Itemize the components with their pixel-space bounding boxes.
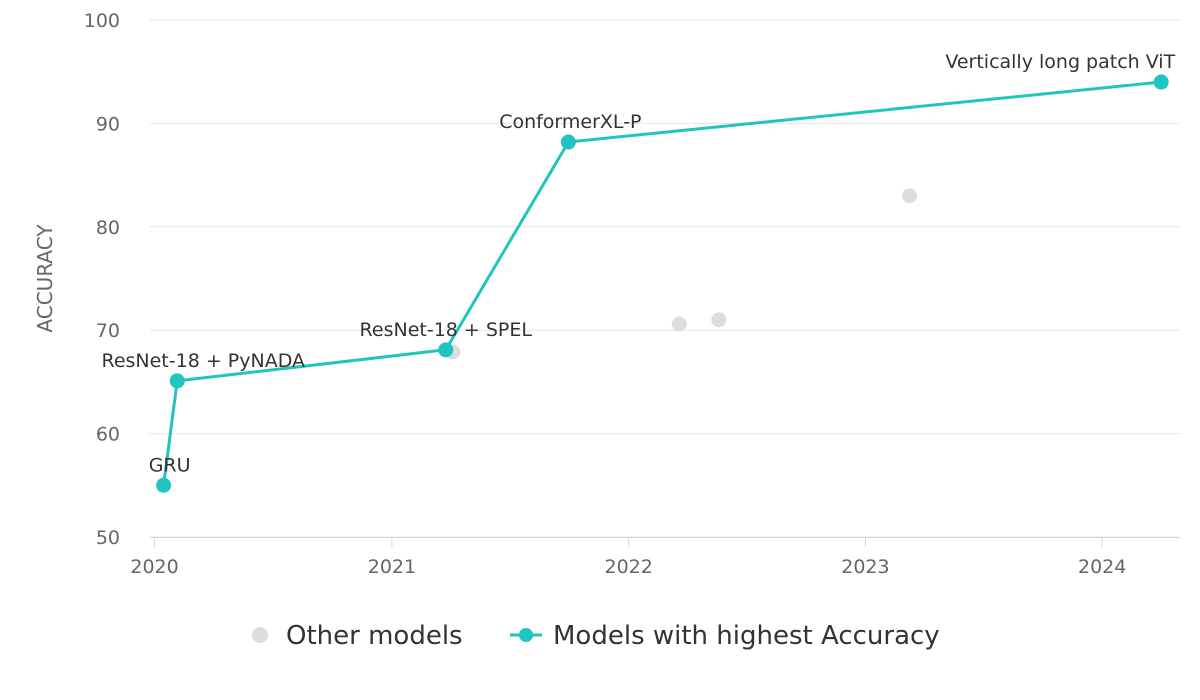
best-models-line [162,80,1162,486]
grid-lines [150,19,1180,538]
point-label: GRU [149,454,191,476]
y-axis: 50 60 70 80 90 100 [84,10,120,549]
y-axis-label: ACCURACY [33,224,57,333]
best-model-point[interactable] [1153,74,1169,90]
other-model-point[interactable] [671,316,687,332]
x-tick-label: 2020 [130,556,178,578]
legend-item-other-models[interactable]: Other models [252,621,463,651]
y-tick-label: 70 [96,320,120,342]
other-model-point[interactable] [711,312,727,328]
x-axis: 2020 2021 2022 2023 2024 [130,537,1126,578]
x-tick-label: 2021 [368,556,416,578]
y-tick-label: 80 [96,217,120,239]
best-model-point[interactable] [169,373,185,389]
y-tick-label: 90 [96,113,120,135]
y-tick-label: 60 [96,424,120,446]
y-tick-label: 50 [96,527,120,549]
point-label: ResNet-18 + PyNADA [101,350,305,372]
legend-best-marker [519,628,533,642]
point-label: ResNet-18 + SPEL [360,319,533,341]
legend-other-label: Other models [286,621,463,651]
legend-best-label: Models with highest Accuracy [553,621,940,651]
legend: Other models Models with highest Accurac… [252,621,940,651]
point-label: ConformerXL-P [499,111,641,133]
y-tick-label: 100 [84,10,120,32]
x-tick-label: 2023 [841,556,889,578]
legend-item-best-models[interactable]: Models with highest Accuracy [510,621,940,651]
other-model-point[interactable] [902,188,918,204]
best-model-point[interactable] [560,134,576,150]
point-labels: GRU ResNet-18 + PyNADA ResNet-18 + SPEL Con… [101,51,1175,476]
best-models-series [156,74,1169,493]
x-tick-label: 2022 [604,556,652,578]
best-model-point[interactable] [438,342,454,358]
point-label: Vertically long patch ViT [945,51,1175,73]
best-model-point[interactable] [156,477,172,493]
legend-other-marker [252,627,268,643]
x-tick-label: 2024 [1078,556,1126,578]
